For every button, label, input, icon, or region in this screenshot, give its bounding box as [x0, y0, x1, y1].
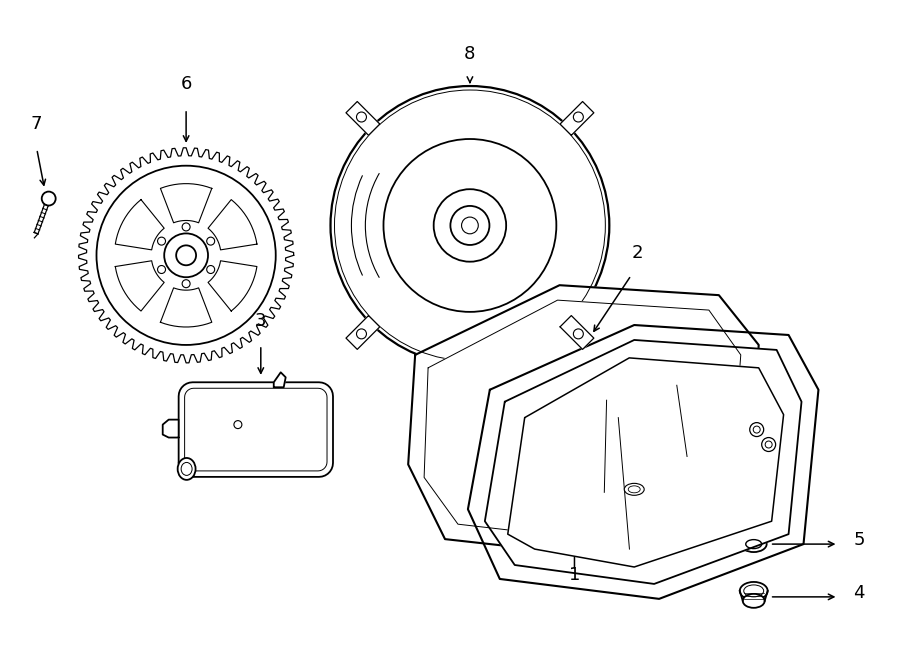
Circle shape: [750, 422, 764, 436]
Circle shape: [182, 280, 190, 288]
Circle shape: [356, 329, 366, 339]
Circle shape: [182, 223, 190, 231]
Polygon shape: [208, 200, 256, 250]
Polygon shape: [424, 300, 741, 541]
Polygon shape: [508, 358, 784, 567]
Polygon shape: [115, 261, 164, 311]
Ellipse shape: [625, 483, 644, 495]
Circle shape: [207, 237, 215, 245]
Ellipse shape: [746, 539, 761, 549]
Circle shape: [158, 266, 166, 274]
Circle shape: [573, 112, 583, 122]
Circle shape: [573, 329, 583, 339]
Circle shape: [158, 237, 166, 245]
Polygon shape: [346, 102, 380, 136]
Text: 8: 8: [464, 45, 475, 63]
Text: 1: 1: [569, 566, 580, 584]
Ellipse shape: [742, 594, 765, 608]
Text: 4: 4: [853, 584, 865, 602]
Polygon shape: [178, 382, 333, 477]
Text: 2: 2: [632, 245, 643, 262]
Text: 7: 7: [31, 115, 42, 133]
Polygon shape: [346, 315, 380, 350]
Circle shape: [330, 86, 609, 365]
Polygon shape: [468, 325, 818, 599]
Ellipse shape: [177, 458, 195, 480]
Circle shape: [164, 233, 208, 277]
Ellipse shape: [740, 582, 768, 600]
Polygon shape: [160, 288, 212, 327]
Polygon shape: [560, 102, 594, 136]
Text: 3: 3: [255, 312, 266, 330]
Text: 6: 6: [180, 75, 192, 93]
Polygon shape: [78, 148, 293, 363]
Circle shape: [41, 192, 56, 206]
Polygon shape: [163, 420, 178, 438]
Polygon shape: [560, 315, 594, 350]
Polygon shape: [184, 388, 327, 471]
Circle shape: [176, 245, 196, 265]
Circle shape: [356, 112, 366, 122]
Polygon shape: [274, 372, 285, 387]
Polygon shape: [409, 285, 759, 557]
Polygon shape: [115, 200, 164, 250]
Ellipse shape: [741, 536, 767, 552]
Circle shape: [761, 438, 776, 451]
Polygon shape: [485, 340, 802, 584]
Polygon shape: [160, 184, 212, 223]
Circle shape: [96, 166, 275, 345]
Text: 5: 5: [853, 531, 865, 549]
Circle shape: [207, 266, 215, 274]
Polygon shape: [208, 261, 256, 311]
